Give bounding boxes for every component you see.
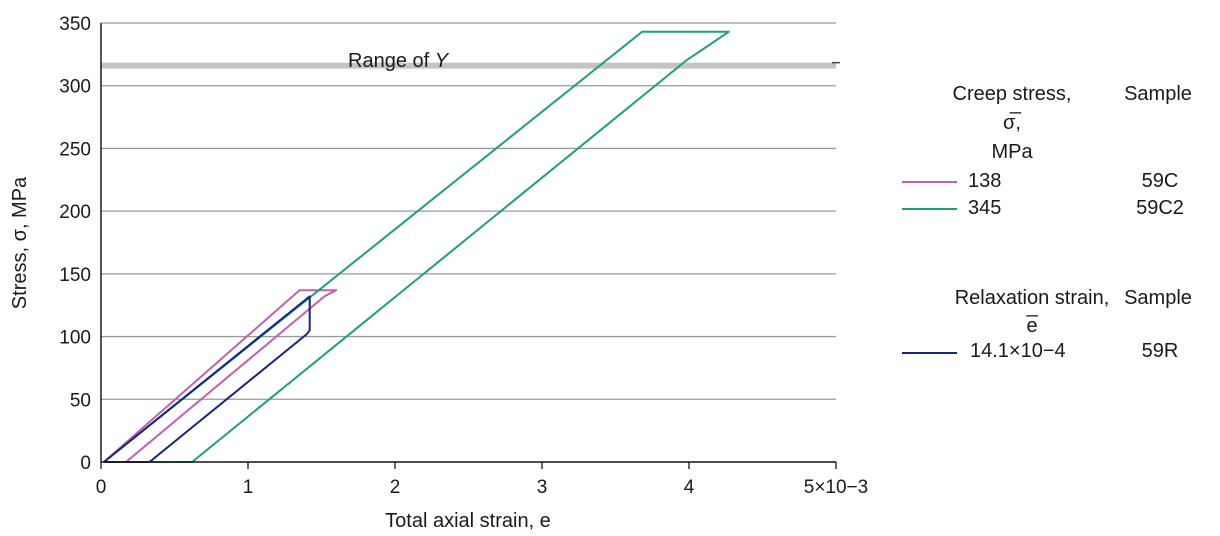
x-tick-label: 0: [96, 477, 107, 498]
axes: [100, 23, 837, 469]
legend-swatch-138: [902, 181, 957, 183]
legend-creep-title-2: σ̅,: [1003, 112, 1021, 134]
y-axis-label: Stress, σ, MPa: [9, 176, 31, 309]
y-tick-label: 200: [59, 202, 91, 223]
legend-sample-header-1: Sample: [1124, 83, 1192, 105]
x-tick-label: 3: [537, 477, 548, 498]
tick-labels: 0 50 100 150 200 250 300 350 0 1 2 3 4 5×10−3: [59, 14, 868, 498]
series-line-59C: [103, 289, 338, 463]
legend-creep-title-1: Creep stress,: [952, 83, 1072, 105]
legend-label-345: 345: [968, 197, 1002, 219]
y-tick-label: 250: [59, 139, 91, 160]
legend-creep-title-3: MPa: [991, 141, 1033, 163]
legend-sample-header-2: Sample: [1124, 287, 1192, 309]
legend-relax-title-2: e̅: [1026, 315, 1038, 337]
band-label: Range of Y: [348, 50, 450, 72]
series-line-59C2: [103, 30, 730, 463]
legend-label-relax: 14.1×10−4: [970, 340, 1066, 362]
grid-lines: [101, 22, 836, 463]
x-axis-label: Total axial strain, e: [385, 510, 551, 532]
y-tick-label: 350: [59, 14, 91, 35]
legend-swatch-345: [902, 208, 957, 210]
x-tick-label: 4: [684, 477, 695, 498]
y-tick-label: 50: [70, 390, 91, 411]
legend-sample-59C: 59C: [1141, 170, 1179, 192]
series-group: [103, 30, 730, 463]
yield-range-band: [101, 61, 840, 69]
x-tick-label: 5×10−3: [804, 477, 868, 498]
legend-relax-title-1: Relaxation strain,: [954, 287, 1110, 309]
legend-swatch-relax: [902, 352, 957, 354]
x-tick-label: 2: [390, 477, 401, 498]
legend-sample-59R: 59R: [1141, 340, 1179, 362]
legend-sample-59C2: 59C2: [1136, 197, 1184, 219]
y-tick-label: 0: [80, 453, 91, 474]
y-tick-label: 150: [59, 265, 91, 286]
x-tick-label: 1: [243, 477, 254, 498]
legend-label-138: 138: [968, 170, 1002, 192]
y-tick-label: 300: [59, 77, 91, 98]
y-tick-label: 100: [59, 328, 91, 349]
series-line-59R: [103, 295, 311, 463]
